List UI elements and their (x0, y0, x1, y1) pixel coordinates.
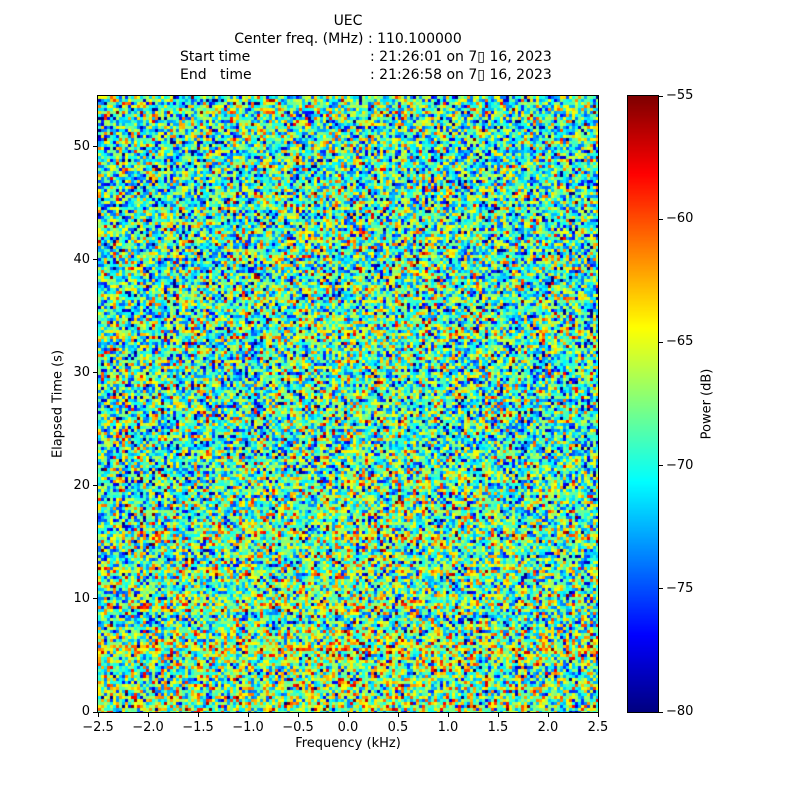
x-tick-label: 0.5 (387, 720, 409, 735)
plot-border (97, 95, 599, 713)
end-time-line: End time : 21:26:58 on 7▯ 16, 2023 (98, 66, 598, 84)
colorbar-label: Power (dB) (699, 368, 715, 440)
y-tick-label: 50 (73, 138, 90, 154)
colorbar-tick-label: −75 (666, 580, 694, 596)
colorbar-tick-label: −70 (666, 457, 694, 473)
x-tick-label: −2.5 (82, 720, 114, 735)
colorbar-tick-mark (659, 588, 663, 590)
center-freq-line: Center freq. (MHz) : 110.100000 (234, 31, 462, 47)
x-tick-label: 0.0 (337, 720, 359, 735)
x-tick-mark (447, 713, 449, 717)
colorbar-tick-mark (659, 465, 663, 467)
start-time-line: Start time : 21:26:01 on 7▯ 16, 2023 (98, 48, 598, 66)
x-tick-mark (247, 713, 249, 717)
y-tick-label: 0 (81, 704, 90, 719)
y-tick-label: 30 (73, 364, 90, 380)
x-tick-label: −0.5 (282, 720, 314, 735)
x-tick-label: 2.5 (587, 720, 609, 735)
spectrogram-heatmap (98, 96, 598, 712)
y-tick-label: 40 (73, 251, 90, 267)
end-time-label: End time (180, 67, 252, 83)
y-tick-label: 20 (73, 477, 90, 493)
colorbar-border (627, 95, 659, 713)
x-tick-mark (97, 713, 99, 717)
x-tick-label: −1.5 (182, 720, 214, 735)
y-tick-mark (93, 711, 97, 713)
x-tick-mark (597, 713, 599, 717)
y-tick-mark (93, 372, 97, 374)
colorbar-tick-label: −80 (666, 704, 694, 719)
x-tick-label: −1.0 (232, 720, 264, 735)
x-tick-mark (197, 713, 199, 717)
y-tick-mark (93, 259, 97, 261)
colorbar-tick-label: −55 (666, 88, 694, 103)
x-tick-mark (147, 713, 149, 717)
colorbar-tick-label: −60 (666, 211, 694, 227)
x-tick-label: −2.0 (132, 720, 164, 735)
start-time-label: Start time (180, 49, 251, 65)
colorbar-tick-mark (659, 218, 663, 220)
colorbar-tick-mark (659, 341, 663, 343)
x-tick-label: 2.0 (537, 720, 559, 735)
y-tick-mark (93, 485, 97, 487)
colorbar-tick-mark (659, 711, 663, 713)
chart-title: UEC (333, 13, 363, 29)
start-time-value: : 21:26:01 on 7▯ 16, 2023 (370, 49, 552, 65)
x-tick-mark (347, 713, 349, 717)
colorbar-tick-label: −65 (666, 334, 694, 350)
x-tick-label: 1.0 (437, 720, 459, 735)
x-axis-label: Frequency (kHz) (295, 736, 401, 751)
x-tick-mark (397, 713, 399, 717)
x-tick-label: 1.5 (487, 720, 509, 735)
x-tick-mark (547, 713, 549, 717)
colorbar (628, 96, 658, 712)
x-tick-mark (497, 713, 499, 717)
figure-header: UEC Center freq. (MHz) : 110.100000 Star… (98, 12, 598, 84)
y-tick-label: 10 (73, 590, 90, 606)
y-tick-mark (93, 146, 97, 148)
x-tick-mark (297, 713, 299, 717)
y-tick-mark (93, 598, 97, 600)
colorbar-tick-mark (659, 95, 663, 97)
end-time-value: : 21:26:58 on 7▯ 16, 2023 (370, 67, 552, 83)
